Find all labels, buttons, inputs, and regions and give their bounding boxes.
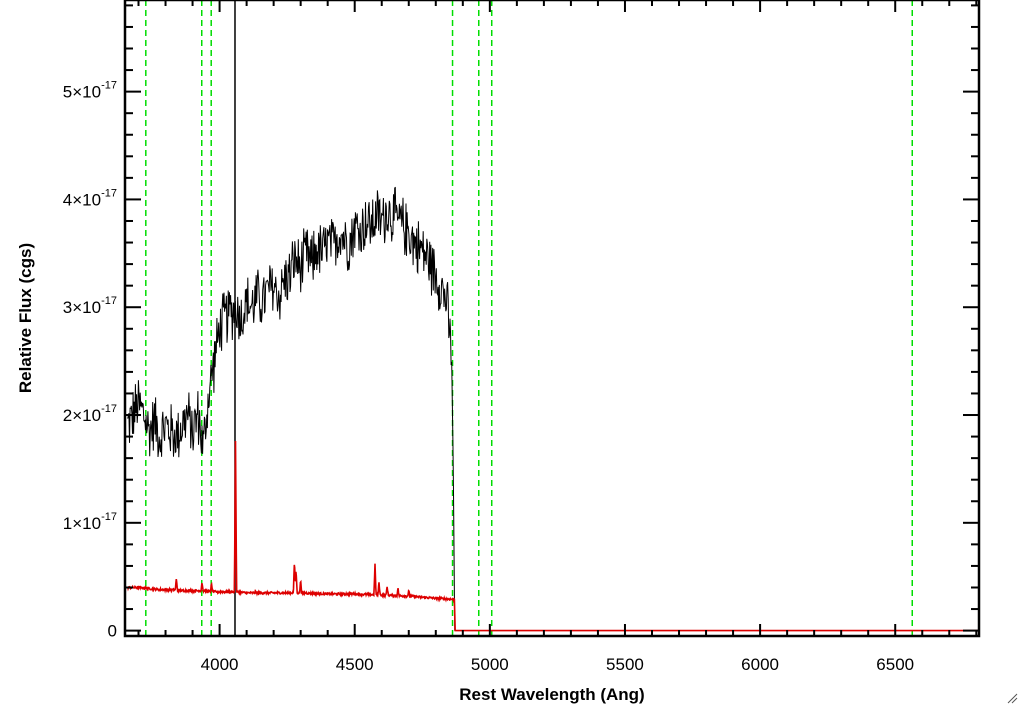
plot-frame <box>123 0 981 638</box>
resize-grip-icon[interactable] <box>1006 692 1018 704</box>
emission-line-markers <box>145 0 913 636</box>
y-tick-label: 2×10-17 <box>63 403 117 425</box>
plot-axes <box>123 0 981 638</box>
x-tick-label: 4500 <box>336 655 374 674</box>
x-axis-label: Rest Wavelength (Ang) <box>459 685 644 704</box>
axis-ticks <box>125 0 979 636</box>
y-tick-label: 4×10-17 <box>63 187 117 209</box>
x-tick-label: 4000 <box>201 655 239 674</box>
spectrum-series <box>127 186 456 631</box>
y-tick-label: 3×10-17 <box>63 295 117 317</box>
x-tick-labels: 4000 4500 5000 5500 6000 6500 <box>201 655 914 674</box>
x-tick-label: 5500 <box>606 655 644 674</box>
x-tick-label: 6000 <box>741 655 779 674</box>
x-tick-label: 5000 <box>471 655 509 674</box>
x-tick-label: 6500 <box>876 655 914 674</box>
y-axis-label: Relative Flux (cgs) <box>16 243 35 393</box>
series-layer <box>126 0 979 636</box>
y-tick-labels: 0 1×10-17 2×10-17 3×10-17 4×10-17 5×10-17 <box>63 80 117 641</box>
model-series <box>126 440 979 632</box>
y-tick-label: 5×10-17 <box>63 80 117 102</box>
y-tick-label: 0 <box>108 622 117 641</box>
y-tick-label: 1×10-17 <box>63 511 117 533</box>
